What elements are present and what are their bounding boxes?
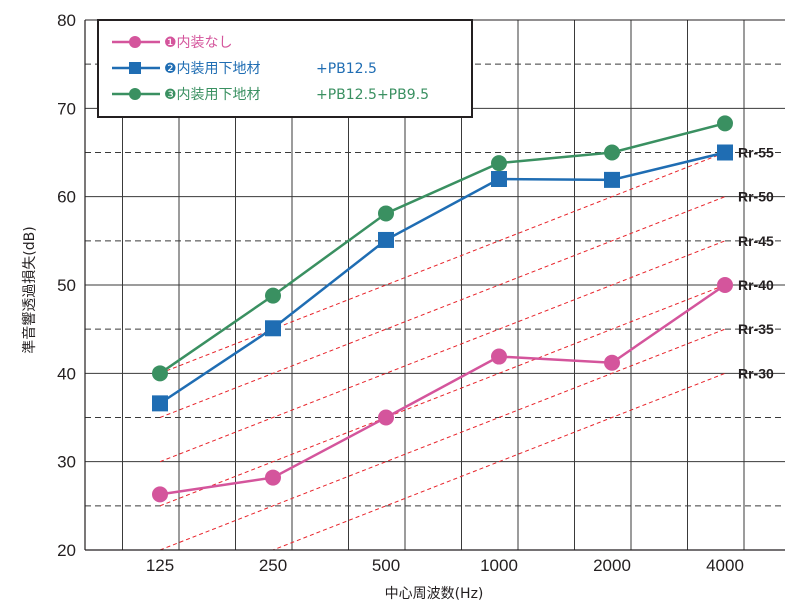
x-tick-label: 250 [259,556,287,575]
reference-curve [159,328,726,550]
legend-suffix: +PB12.5+PB9.5 [316,87,429,103]
data-point-circle [152,365,168,382]
legend-suffix: +PB12.5 [316,61,377,77]
series-group [152,115,733,503]
legend-marker-circle [129,88,141,100]
x-tick-label: 500 [372,556,400,575]
reference-label: Rr-40 [738,277,774,293]
reference-label: Rr-45 [738,233,774,249]
series-3 [152,115,733,382]
data-point-circle [717,115,733,132]
reference-label: Rr-35 [738,321,774,337]
axis-labels: 125 250 500 1000 2000 4000 20 30 40 50 60 70 80 [57,11,744,575]
x-tick-label: 2000 [593,556,631,575]
y-tick-label: 20 [57,541,76,560]
reference-curve [159,284,726,507]
data-point-square [717,144,733,161]
x-axis-title: 中心周波数(Hz) [385,586,484,602]
legend-label: ❶内装なし [164,35,233,51]
legend-marker-circle [129,36,141,48]
reference-label: Rr-50 [738,189,774,205]
data-point-circle [265,469,281,486]
legend-box [97,19,473,118]
data-point-square [491,171,507,187]
y-tick-label: 80 [57,11,76,30]
y-axis-title: 準音響透過損失(dB) [21,226,38,353]
x-tick-label: 4000 [706,556,744,575]
data-point-circle [604,354,620,371]
data-point-circle [378,409,394,426]
series-1 [152,277,733,503]
x-tick-label: 125 [146,556,174,575]
data-point-circle [265,287,281,304]
reference-curve [159,152,726,374]
data-point-circle [604,144,620,161]
y-tick-label: 70 [57,99,76,118]
y-tick-label: 60 [57,188,76,207]
series-line [159,151,726,405]
data-point-square [378,231,394,248]
reference-curve [271,372,726,550]
data-point-circle [491,155,507,172]
data-point-circle [491,348,507,365]
y-tick-label: 40 [57,364,76,383]
reference-curve [159,240,726,463]
reference-curves: Rr-55 Rr-50 Rr-45 Rr-40 Rr-35 Rr-30 [159,145,774,550]
data-point-circle [717,277,733,293]
y-tick-label: 30 [57,453,76,472]
data-point-square [265,320,281,337]
reference-curve [159,196,726,418]
reference-label: Rr-30 [738,365,774,381]
data-point-square [604,171,620,188]
series-line [159,283,726,496]
series-2 [152,144,733,412]
legend-label: ❸内装用下地材 [164,87,261,103]
data-point-circle [152,486,168,503]
series-line [159,122,726,375]
legend: ❶内装なし ❷内装用下地材 +PB12.5 ❸内装用下地材 +PB12.5+PB9.5 [97,19,473,118]
reference-label: Rr-55 [738,145,774,161]
x-tick-label: 1000 [480,556,518,575]
legend-marker-square [129,62,141,74]
data-point-circle [378,205,394,222]
data-point-square [152,395,168,412]
legend-label: ❷内装用下地材 [164,61,261,77]
y-tick-label: 50 [57,276,76,295]
